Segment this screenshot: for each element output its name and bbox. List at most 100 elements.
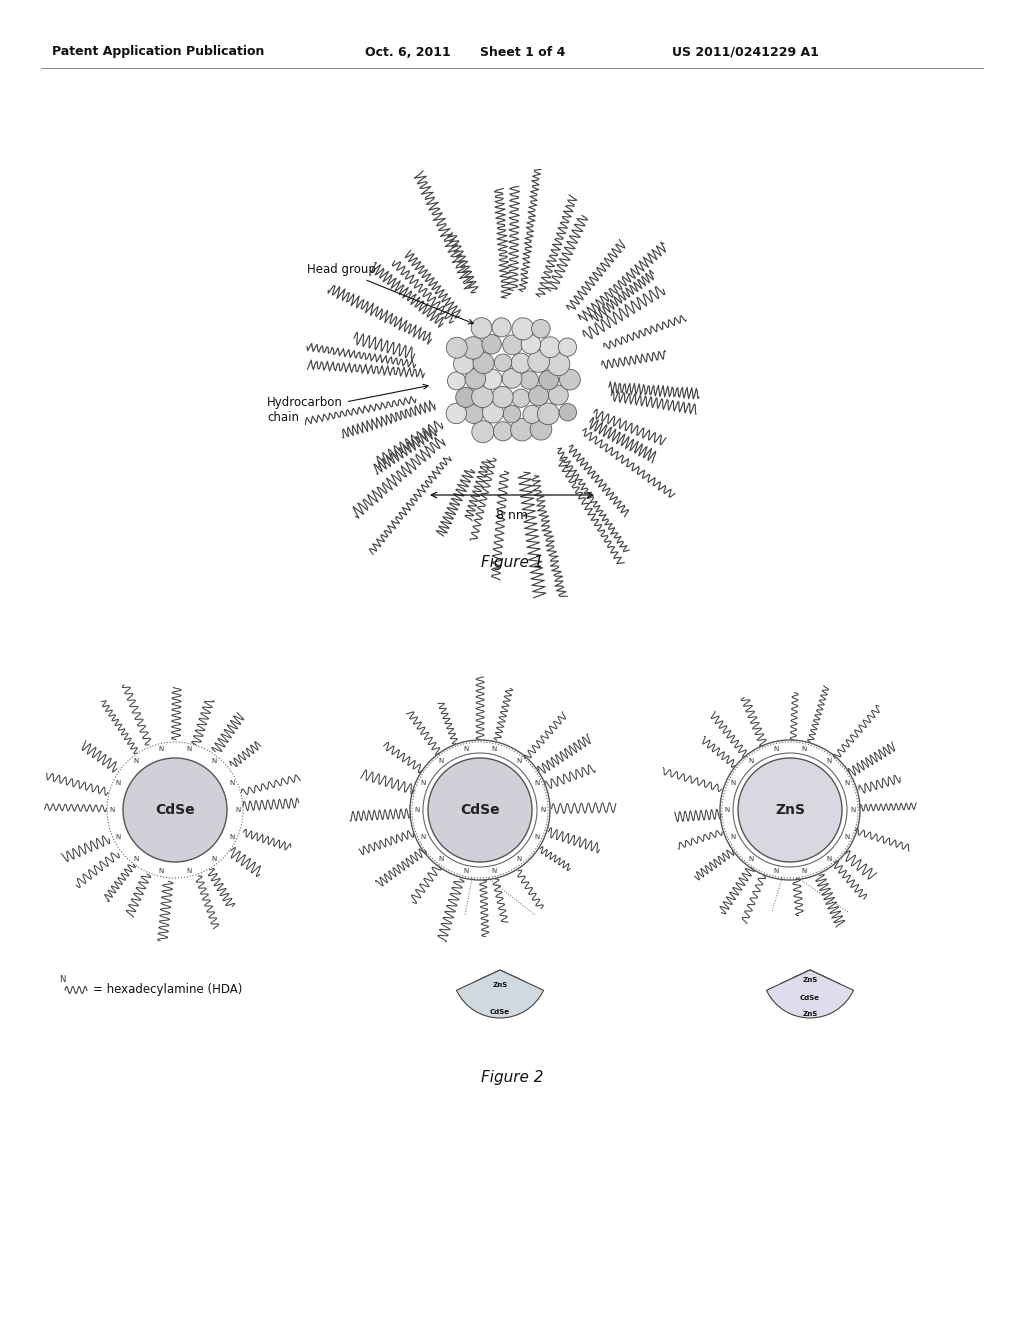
Circle shape	[495, 354, 512, 371]
Circle shape	[549, 385, 568, 405]
Circle shape	[481, 370, 502, 389]
Text: ZnS: ZnS	[493, 982, 508, 989]
Circle shape	[527, 350, 550, 372]
Text: N: N	[438, 857, 443, 862]
Circle shape	[472, 421, 494, 442]
Text: N: N	[421, 780, 426, 785]
Circle shape	[503, 405, 520, 422]
Circle shape	[531, 319, 550, 338]
Circle shape	[464, 404, 483, 424]
Text: N: N	[850, 807, 856, 813]
Circle shape	[472, 385, 494, 408]
Text: N: N	[116, 834, 121, 841]
Text: N: N	[749, 758, 754, 764]
Wedge shape	[457, 970, 544, 1018]
Text: CdSe: CdSe	[156, 803, 195, 817]
Circle shape	[473, 352, 495, 374]
Circle shape	[511, 354, 530, 372]
Text: N: N	[116, 780, 121, 785]
Circle shape	[447, 372, 466, 389]
Text: CdSe: CdSe	[460, 803, 500, 817]
Text: CdSe: CdSe	[490, 1008, 510, 1015]
Text: Figure 1: Figure 1	[480, 554, 544, 570]
Text: N: N	[535, 780, 540, 785]
Circle shape	[539, 370, 558, 389]
Text: N: N	[236, 807, 241, 813]
Text: N: N	[110, 807, 115, 813]
Circle shape	[492, 318, 511, 337]
Text: ZnS: ZnS	[803, 1011, 817, 1016]
Text: N: N	[492, 869, 497, 874]
Text: N: N	[517, 758, 522, 764]
Circle shape	[521, 334, 541, 354]
Text: N: N	[541, 807, 546, 813]
Text: Sheet 1 of 4: Sheet 1 of 4	[480, 45, 565, 58]
Text: N: N	[415, 807, 420, 813]
Circle shape	[523, 405, 541, 424]
Circle shape	[446, 337, 467, 358]
Text: N: N	[212, 857, 217, 862]
Text: N: N	[492, 746, 497, 751]
Text: N: N	[826, 758, 831, 764]
Text: N: N	[186, 869, 191, 874]
Circle shape	[559, 370, 581, 389]
Text: Patent Application Publication: Patent Application Publication	[52, 45, 264, 58]
Text: N: N	[802, 869, 807, 874]
Text: N: N	[844, 834, 849, 841]
Text: ZnS: ZnS	[803, 977, 817, 983]
Circle shape	[482, 334, 502, 354]
Text: N: N	[229, 780, 234, 785]
Text: US 2011/0241229 A1: US 2011/0241229 A1	[672, 45, 819, 58]
Text: Hydrocarbon
chain: Hydrocarbon chain	[267, 384, 428, 424]
Text: Figure 2: Figure 2	[480, 1071, 544, 1085]
Text: Head group: Head group	[307, 264, 473, 323]
Circle shape	[502, 368, 522, 388]
Text: Oct. 6, 2011: Oct. 6, 2011	[365, 45, 451, 58]
Circle shape	[482, 401, 504, 422]
Text: N: N	[463, 869, 469, 874]
Circle shape	[530, 418, 552, 440]
Circle shape	[512, 389, 530, 408]
Text: ZnS: ZnS	[775, 803, 805, 817]
Circle shape	[511, 418, 534, 441]
Text: N: N	[773, 869, 778, 874]
Text: N: N	[826, 857, 831, 862]
Circle shape	[123, 758, 227, 862]
Text: N: N	[463, 746, 469, 751]
Circle shape	[494, 421, 513, 441]
Text: N: N	[773, 746, 778, 751]
Circle shape	[520, 371, 539, 389]
Circle shape	[462, 337, 484, 359]
Circle shape	[492, 387, 513, 408]
Circle shape	[512, 318, 534, 339]
Text: N: N	[229, 834, 234, 841]
Circle shape	[540, 337, 560, 358]
Text: = hexadecylamine (HDA): = hexadecylamine (HDA)	[93, 983, 243, 997]
Circle shape	[446, 404, 467, 424]
Circle shape	[547, 352, 569, 376]
Text: N: N	[730, 834, 736, 841]
Text: N: N	[186, 746, 191, 751]
Text: N: N	[159, 746, 164, 751]
Circle shape	[428, 758, 532, 862]
Text: 8 nm: 8 nm	[496, 510, 528, 521]
Text: N: N	[159, 869, 164, 874]
Wedge shape	[474, 970, 525, 998]
Circle shape	[503, 335, 522, 355]
Circle shape	[471, 318, 492, 338]
Text: N: N	[749, 857, 754, 862]
Text: N: N	[421, 834, 426, 841]
Text: N: N	[730, 780, 736, 785]
Wedge shape	[781, 970, 839, 1002]
Wedge shape	[794, 970, 826, 987]
Text: CdSe: CdSe	[800, 994, 820, 1001]
Text: N: N	[802, 746, 807, 751]
Circle shape	[738, 758, 842, 862]
Circle shape	[456, 388, 476, 408]
Text: N: N	[58, 975, 66, 985]
Circle shape	[454, 354, 474, 374]
Text: N: N	[724, 807, 730, 813]
Wedge shape	[767, 970, 853, 1018]
Circle shape	[465, 368, 485, 389]
Text: N: N	[133, 758, 138, 764]
